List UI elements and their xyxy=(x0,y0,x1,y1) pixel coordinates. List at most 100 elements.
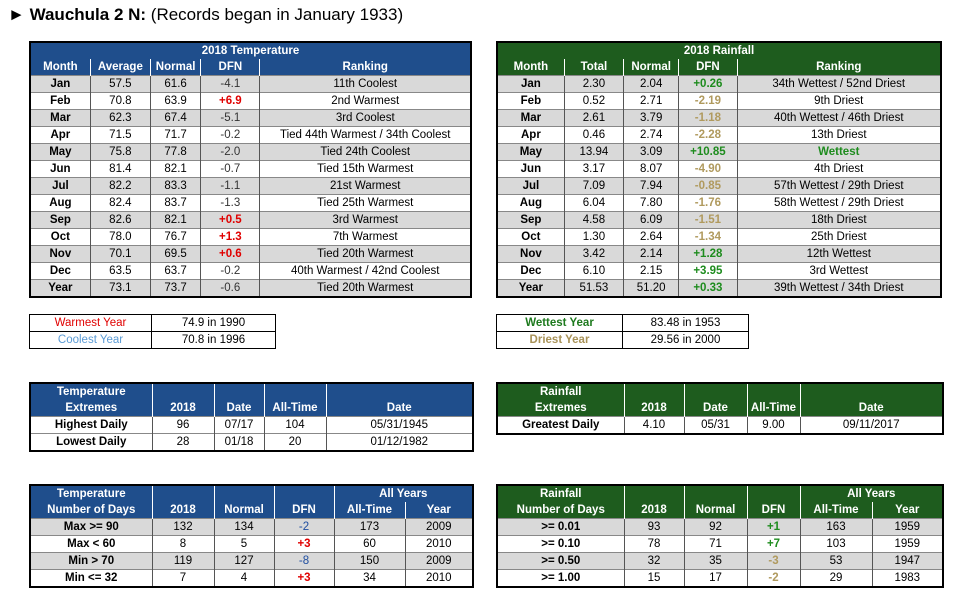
cell: 92 xyxy=(683,518,747,536)
cell: Lowest Daily xyxy=(30,433,152,451)
cell: +3.95 xyxy=(678,262,738,280)
cell: 21st Warmest xyxy=(259,177,471,195)
table-row: May 75.8 77.8 -2.0 Tied 24th Coolest xyxy=(30,143,471,161)
cell: 1.30 xyxy=(563,228,624,246)
col-normal: Normal xyxy=(213,502,274,519)
cell: Jan xyxy=(497,75,565,93)
table-row: Jul 82.2 83.3 -1.1 21st Warmest xyxy=(30,177,471,195)
col-normal: Normal xyxy=(149,59,201,76)
cell: Jul xyxy=(30,177,91,195)
cell: 32 xyxy=(623,552,684,570)
cell: 20 xyxy=(263,433,326,451)
cell: -5.1 xyxy=(200,109,260,127)
cell: -0.85 xyxy=(678,177,738,195)
cell: 2.74 xyxy=(623,126,679,144)
cell: 104 xyxy=(263,416,326,434)
all-years-header: All Years xyxy=(333,485,474,502)
col-date: Date xyxy=(213,400,264,417)
cell: 7.80 xyxy=(623,194,679,212)
cell: Tied 44th Warmest / 34th Coolest xyxy=(259,126,471,144)
arrow-right-icon: ► xyxy=(8,5,25,24)
cell: 0.46 xyxy=(563,126,624,144)
table-row: Dec 63.5 63.7 -0.2 40th Warmest / 42nd Coole… xyxy=(30,262,471,280)
cell: 57.5 xyxy=(89,75,151,93)
col-year: Year xyxy=(404,502,474,519)
cell: 70.8 xyxy=(89,92,151,110)
col-date-alltime: Date xyxy=(799,400,943,417)
cell: >= 0.50 xyxy=(497,552,624,570)
col-alltime: All-Time xyxy=(333,502,405,519)
cell: 2.61 xyxy=(563,109,624,127)
cell: 28 xyxy=(151,433,214,451)
table-row: Jan 2.30 2.04 +0.26 34th Wettest / 52nd Drie… xyxy=(497,75,941,93)
cell: Highest Daily xyxy=(30,416,152,434)
cell: +7 xyxy=(746,535,800,553)
cell: 82.4 xyxy=(89,194,151,212)
table-row: Jul 7.09 7.94 -0.85 57th Wettest / 29th Drie… xyxy=(497,177,941,195)
cell: Max >= 90 xyxy=(30,518,152,536)
rainfall-monthly-table: 2018 Rainfall Month Total Normal DFN Ran… xyxy=(496,41,942,298)
driest-year-value: 29.56 in 2000 xyxy=(622,331,749,349)
cell: -4.90 xyxy=(678,160,738,178)
cell: 132 xyxy=(151,518,214,536)
cell: Feb xyxy=(30,92,91,110)
table-row: Dec 6.10 2.15 +3.95 3rd Wettest xyxy=(497,262,941,280)
cell: May xyxy=(497,143,565,161)
cell: 3rd Warmest xyxy=(259,211,471,229)
cell: May xyxy=(30,143,91,161)
col-average: Average xyxy=(89,59,151,76)
table-row: Jun 81.4 82.1 -0.7 Tied 15th Warmest xyxy=(30,160,471,178)
table-row: Sep 4.58 6.09 -1.51 18th Driest xyxy=(497,211,941,229)
cell: 7.94 xyxy=(623,177,679,195)
cell: -1.18 xyxy=(678,109,738,127)
cell: 83.3 xyxy=(149,177,201,195)
cell: 3.09 xyxy=(623,143,679,161)
cell: 01/12/1982 xyxy=(325,433,473,451)
cell: 150 xyxy=(333,552,405,570)
days-header-1: Temperature xyxy=(30,485,152,502)
cell: -2.19 xyxy=(678,92,738,110)
cell: 2.14 xyxy=(623,245,679,263)
cell: Nov xyxy=(30,245,91,263)
cell: 73.1 xyxy=(89,279,151,297)
table-row: Mar 62.3 67.4 -5.1 3rd Coolest xyxy=(30,109,471,127)
col-date-alltime: Date xyxy=(325,400,473,417)
coolest-year-value: 70.8 in 1996 xyxy=(151,331,276,349)
cell: 2.15 xyxy=(623,262,679,280)
cell: -1.34 xyxy=(678,228,738,246)
cell: 8.07 xyxy=(623,160,679,178)
cell: 71 xyxy=(683,535,747,553)
cell: Aug xyxy=(497,194,565,212)
cell: 83.7 xyxy=(149,194,201,212)
col-normal: Normal xyxy=(683,502,747,519)
cell: 40th Wettest / 46th Driest xyxy=(736,109,941,127)
cell: Sep xyxy=(497,211,565,229)
cell: 40th Warmest / 42nd Coolest xyxy=(259,262,471,280)
cell: 2.71 xyxy=(623,92,679,110)
cell: 3rd Coolest xyxy=(259,109,471,127)
col-ranking: Ranking xyxy=(736,59,941,76)
cell: 75.8 xyxy=(89,143,151,161)
cell: Wettest xyxy=(736,143,941,161)
cell: -8 xyxy=(273,552,334,570)
cell: +6.9 xyxy=(200,92,260,110)
cell: Mar xyxy=(30,109,91,127)
table-row: Nov 70.1 69.5 +0.6 Tied 20th Warmest xyxy=(30,245,471,263)
cell: Aug xyxy=(30,194,91,212)
station-name: Wauchula 2 N: xyxy=(29,5,147,24)
cell: 5 xyxy=(213,535,274,553)
table-row: >= 0.10 78 71 +7 103 1959 xyxy=(497,535,944,553)
cell: -2.0 xyxy=(200,143,260,161)
col-month: Month xyxy=(30,59,91,76)
ext-header-2: Extremes xyxy=(497,400,624,417)
col-ranking: Ranking xyxy=(259,59,471,76)
cell: Jan xyxy=(30,75,91,93)
cell: -1.3 xyxy=(200,194,260,212)
table-row: Nov 3.42 2.14 +1.28 12th Wettest xyxy=(497,245,941,263)
table-row: >= 0.50 32 35 -3 53 1947 xyxy=(497,552,944,570)
cell: 8 xyxy=(151,535,214,553)
cell: 1959 xyxy=(871,535,944,553)
cell: 53 xyxy=(799,552,872,570)
cell: 62.3 xyxy=(89,109,151,127)
cell: 9.00 xyxy=(746,416,800,434)
